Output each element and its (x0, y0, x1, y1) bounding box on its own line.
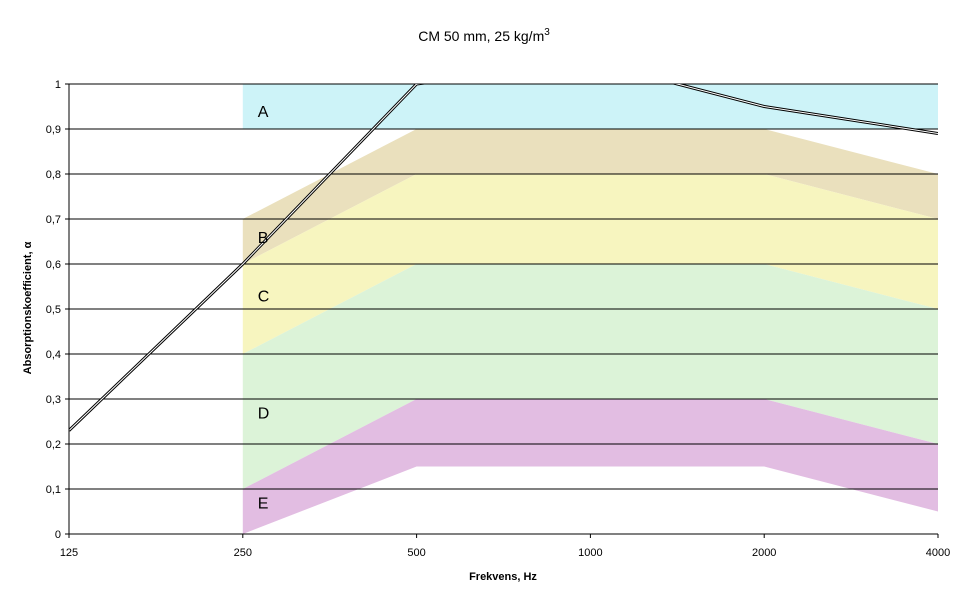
zone-e-band (242, 399, 939, 534)
y-tick-label: 0,5 (46, 304, 61, 316)
zone-d-band (242, 264, 939, 489)
y-tick-label: 0,2 (46, 439, 61, 451)
zone-b-band (242, 129, 939, 264)
x-tick-label: 4000 (926, 547, 950, 559)
series-line (69, 84, 938, 431)
x-tick-label: 500 (407, 547, 425, 559)
grid-layer (69, 83, 938, 490)
y-tick-label: 0,4 (46, 349, 61, 361)
zone-label-e: E (258, 496, 269, 513)
x-tick-label: 1000 (578, 547, 602, 559)
x-tick-label: 125 (60, 547, 78, 559)
axes-layer: 0 0,1 0,2 0,3 0,4 0,5 0,6 0,7 0,8 0,9 1 125 250 500 10… (46, 79, 951, 559)
y-tick-label: 0,9 (46, 124, 61, 136)
y-axis-label: Absorptionskoefficient, α (22, 241, 34, 374)
y-tick-label: 1 (55, 79, 61, 91)
zone-label-d: D (258, 406, 270, 423)
x-tick-label: 2000 (752, 547, 776, 559)
x-tick-label: 250 (234, 547, 252, 559)
y-tick-label: 0,8 (46, 169, 61, 181)
series-layer (69, 84, 938, 432)
x-axis-label: Frekvens, Hz (469, 571, 537, 583)
y-tick-label: 0,1 (46, 484, 61, 496)
zone-a-band (242, 84, 939, 129)
y-tick-label: 0,6 (46, 259, 61, 271)
y-tick-label: 0,7 (46, 214, 61, 226)
zone-label-a: A (258, 104, 269, 121)
chart-title: CM 50 mm, 25 kg/m3 (418, 27, 550, 44)
zone-labels-layer: A B C D E (258, 104, 270, 513)
y-tick-label: 0 (55, 529, 61, 541)
zone-label-b: B (258, 230, 269, 247)
zone-label-c: C (258, 289, 270, 306)
y-tick-label: 0,3 (46, 394, 61, 406)
